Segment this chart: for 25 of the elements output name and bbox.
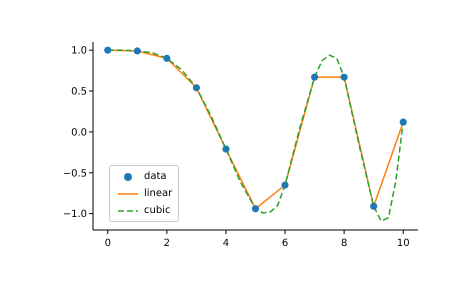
x-tick-label: 4 [222, 238, 230, 249]
point [163, 54, 170, 62]
x-tick-label: 6 [282, 238, 288, 249]
legend-label: linear [144, 188, 172, 199]
point [311, 74, 318, 81]
y-tick-label: 0.5 [71, 86, 87, 98]
point [222, 146, 230, 153]
x-tick-label: 0 [104, 238, 111, 249]
point [192, 84, 200, 92]
legend-label: cubic [144, 205, 170, 216]
y-tick-label: −0.5 [62, 168, 87, 180]
point [370, 202, 378, 210]
point [281, 181, 289, 189]
x-tick-label: 2 [164, 238, 170, 249]
point [134, 47, 141, 55]
point [340, 74, 348, 81]
x-tick-label: 10 [396, 238, 410, 249]
point [104, 46, 112, 54]
y-tick-label: 1.0 [71, 46, 87, 57]
legend-label: data [144, 171, 167, 182]
point [400, 118, 407, 126]
y-tick-label: 0.0 [71, 127, 87, 138]
y-tick-label: −1.0 [62, 209, 87, 220]
point [252, 205, 260, 212]
x-tick-label: 8 [340, 238, 348, 249]
